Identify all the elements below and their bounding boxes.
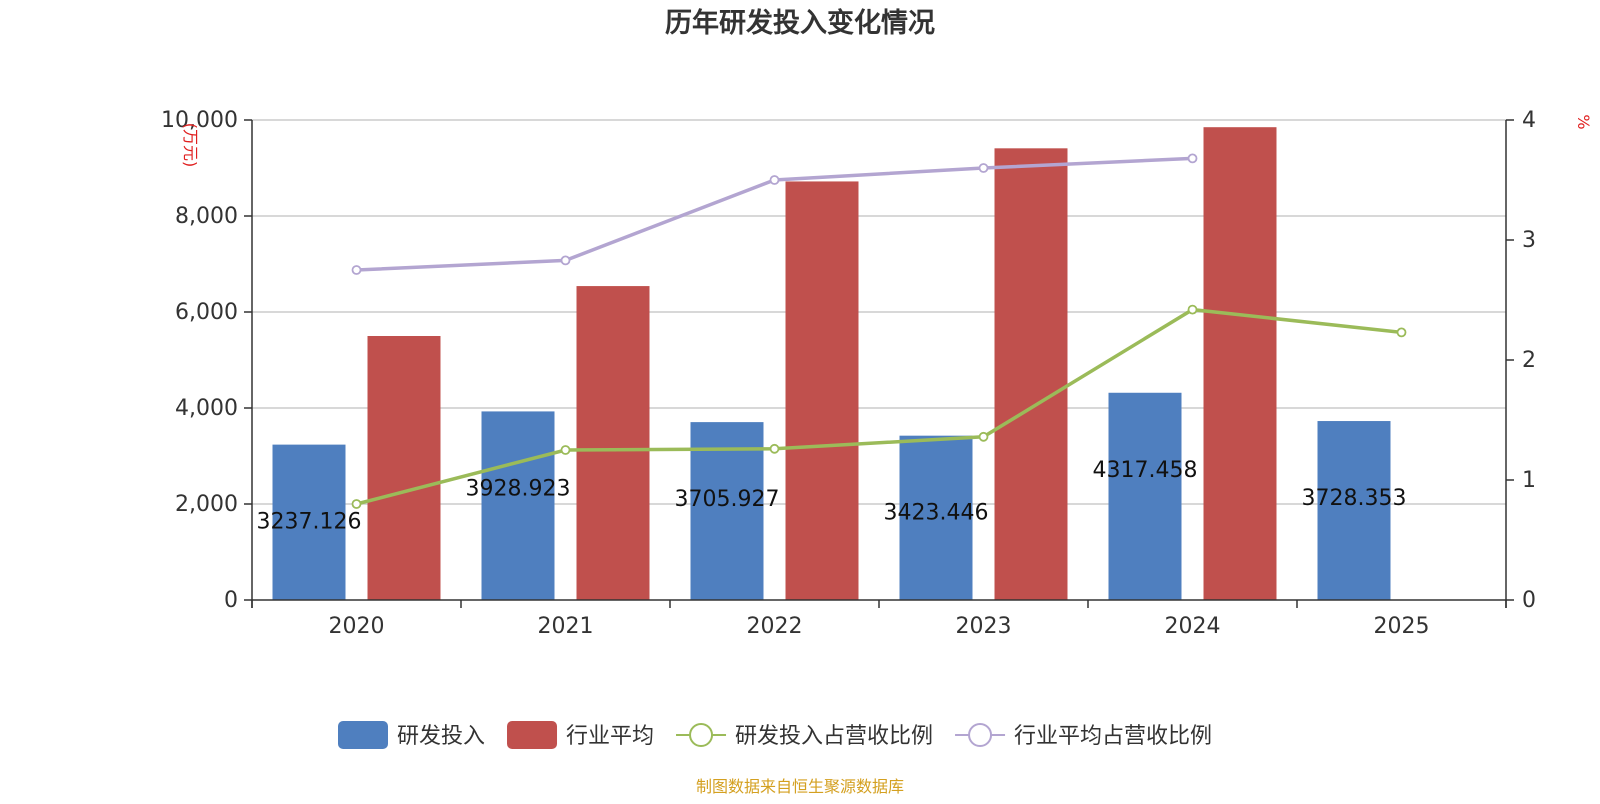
bar-data-label: 3423.446 [884, 501, 989, 526]
y-right-tick-label: 4 [1522, 108, 1536, 133]
y-right-tick-label: 1 [1522, 468, 1536, 493]
bar-data-label: 4317.458 [1093, 458, 1198, 483]
bar-行业平均 [785, 181, 859, 600]
bar-行业平均 [576, 286, 650, 600]
bar-data-label: 3237.126 [257, 510, 362, 535]
legend-label: 行业平均占营收比例 [1014, 724, 1212, 749]
line-point [1187, 304, 1198, 315]
y-left-tick-label: 2,000 [175, 492, 238, 517]
x-tick-label: 2020 [329, 614, 385, 639]
bar-行业平均 [1203, 127, 1277, 600]
y-right-tick-label: 2 [1522, 348, 1536, 373]
x-tick-label: 2024 [1165, 614, 1221, 639]
y-left-tick-label: 0 [224, 588, 238, 613]
line-point [978, 431, 989, 442]
label-layer: 3237.126 3928.923 3705.927 3423.446 4317.458… [257, 458, 1407, 535]
line-point [351, 265, 362, 275]
y-left-tick-label: 10,000 [161, 108, 238, 133]
x-tick-label: 2021 [538, 614, 594, 639]
line-point [769, 443, 780, 454]
legend: 研发投入 行业平均 研发投入占营收比例 行业平均占营收比例 [338, 721, 1212, 749]
bar-研发投入 [272, 444, 346, 600]
chart-title: 历年研发投入变化情况 [665, 7, 935, 39]
line-point [351, 499, 362, 509]
legend-swatch-行业平均 [507, 721, 558, 749]
bar-layer [272, 127, 1391, 600]
line-point [978, 163, 989, 173]
bar-研发投入 [1317, 421, 1391, 600]
legend-marker-行业平均占营收比例 [968, 723, 993, 747]
legend-swatch-研发投入 [338, 721, 388, 749]
y-left-tick-label: 6,000 [175, 300, 238, 325]
line-研发投入占营收比例 [356, 307, 1402, 506]
bar-行业平均 [994, 148, 1068, 600]
x-tick-label: 2022 [747, 614, 803, 639]
y-right-tick-label: 3 [1522, 228, 1536, 253]
bar-研发投入 [690, 422, 764, 600]
axis-layer: 0 2,000 4,000 6,000 8,000 10,000 0 1 2 3 4 2020 2021… [161, 108, 1536, 639]
bar-研发投入 [1108, 392, 1182, 600]
bar-data-label: 3728.353 [1302, 486, 1407, 511]
bar-研发投入 [899, 435, 973, 600]
y-right-tick-label: 0 [1522, 588, 1536, 613]
line-point [769, 175, 780, 185]
source-note: 制图数据来自恒生聚源数据库 [696, 777, 904, 796]
legend-marker-研发投入占营收比例 [689, 723, 714, 747]
legend-label: 行业平均 [566, 724, 654, 749]
x-tick-label: 2023 [956, 614, 1012, 639]
y-left-tick-label: 8,000 [175, 204, 238, 229]
legend-label: 研发投入占营收比例 [735, 724, 933, 749]
line-point [1187, 153, 1198, 164]
y-right-axis-label: % [1574, 114, 1593, 129]
y-left-tick-label: 4,000 [175, 396, 238, 421]
bar-data-label: 3705.927 [675, 487, 780, 512]
line-point [1396, 327, 1407, 338]
line-point [560, 445, 571, 455]
y-left-axis-label: (万元) [181, 123, 200, 168]
bar-研发投入 [481, 411, 555, 600]
line-point [560, 255, 571, 266]
grid-layer [252, 119, 1506, 505]
x-tick-label: 2025 [1374, 614, 1430, 639]
bar-data-label: 3928.923 [466, 476, 571, 501]
legend-label: 研发投入 [397, 724, 485, 749]
bar-行业平均 [367, 336, 441, 600]
line-layer [351, 153, 1407, 509]
